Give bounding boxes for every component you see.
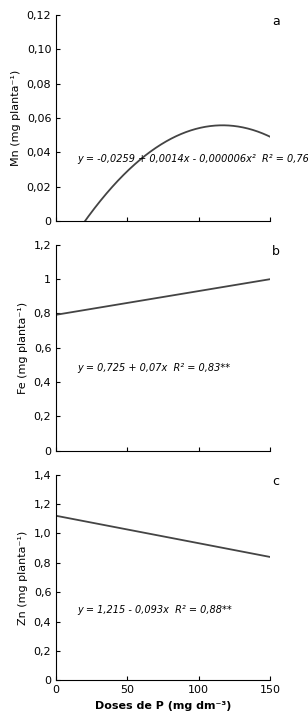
Text: y = -0,0259 + 0,0014x - 0,000006x²  R² = 0,76**: y = -0,0259 + 0,0014x - 0,000006x² R² = …: [78, 155, 308, 164]
Y-axis label: Zn (mg planta⁻¹): Zn (mg planta⁻¹): [18, 531, 28, 625]
Y-axis label: Fe (mg planta⁻¹): Fe (mg planta⁻¹): [18, 302, 28, 394]
Text: a: a: [272, 15, 280, 28]
Text: y = 1,215 - 0,093x  R² = 0,88**: y = 1,215 - 0,093x R² = 0,88**: [78, 606, 232, 615]
Y-axis label: Mn (mg planta⁻¹): Mn (mg planta⁻¹): [11, 70, 21, 166]
X-axis label: Doses de P (mg dm⁻³): Doses de P (mg dm⁻³): [95, 701, 231, 711]
Text: y = 0,725 + 0,07x  R² = 0,83**: y = 0,725 + 0,07x R² = 0,83**: [78, 363, 231, 373]
Text: b: b: [272, 245, 280, 258]
Text: c: c: [272, 474, 279, 487]
